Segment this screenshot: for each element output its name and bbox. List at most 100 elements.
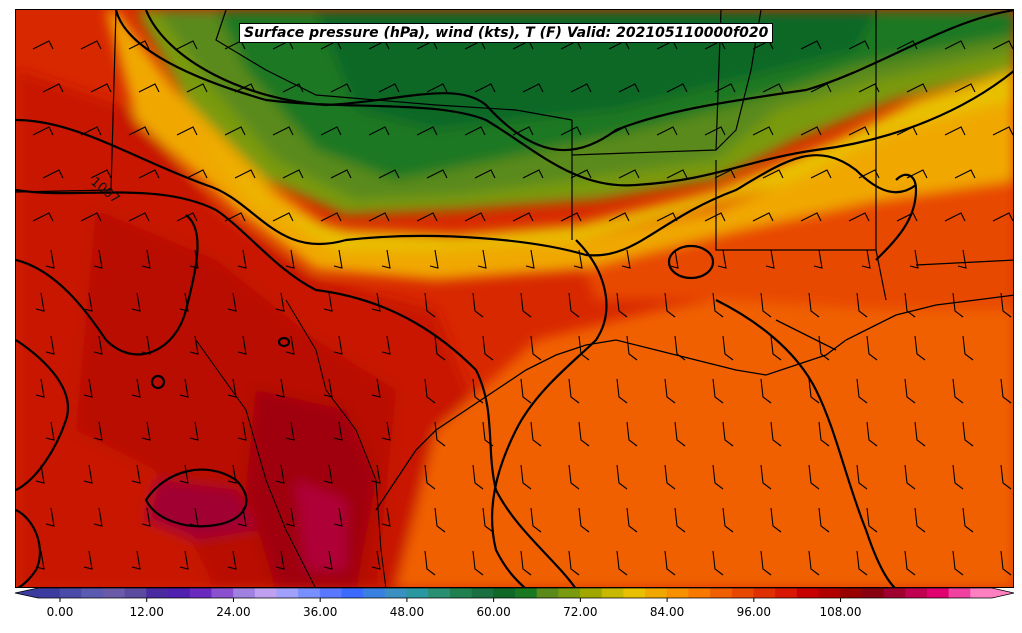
wind-barb: [227, 378, 237, 398]
colorbar-tick-label: 12.00: [130, 605, 164, 619]
colorbar-cell: [515, 588, 538, 598]
wind-barb: [93, 335, 103, 355]
wind-barb: [434, 335, 446, 361]
colorbar-cell: [883, 588, 906, 598]
wind-barb: [616, 292, 628, 318]
wind-barb: [381, 249, 391, 269]
wind-barb: [368, 126, 390, 136]
colorbar-cell: [233, 588, 256, 598]
wind-barb: [808, 292, 820, 318]
colorbar-cell: [449, 588, 473, 598]
wind-barb: [954, 83, 976, 93]
wind-barb: [424, 464, 436, 490]
wind-barb: [770, 507, 782, 533]
wind-barb: [464, 126, 486, 136]
wind-barb: [368, 212, 390, 222]
colorbar-cell: [710, 588, 733, 598]
wind-barb: [856, 464, 868, 490]
wind-barb: [35, 550, 45, 570]
wind-barb: [522, 83, 544, 93]
wind-barb: [131, 378, 141, 398]
wind-barb: [35, 464, 45, 484]
wind-barb: [712, 378, 724, 404]
wind-barb: [378, 169, 400, 179]
wind-barb: [866, 507, 878, 533]
wind-barb: [896, 212, 918, 222]
wind-barb: [722, 507, 734, 533]
wind-barb: [762, 169, 784, 179]
wind-barb: [722, 421, 734, 447]
wind-barb: [179, 550, 189, 570]
wind-barb: [32, 40, 54, 50]
wind-barb: [626, 335, 638, 361]
colorbar-tick-label: 0.00: [47, 605, 74, 619]
wind-barb: [568, 550, 580, 576]
wind-barb: [416, 212, 438, 222]
wind-barb: [381, 421, 391, 441]
wind-barb: [128, 126, 150, 136]
wind-barb: [275, 464, 285, 484]
wind-barb: [866, 335, 878, 361]
wind-barb: [520, 292, 532, 318]
colorbar-extend-high: [992, 588, 1014, 598]
wind-barb: [904, 550, 916, 576]
wind-barb: [45, 335, 55, 355]
temperature-field: [16, 10, 1013, 587]
wind-barb: [512, 212, 534, 222]
wind-barb: [90, 169, 112, 179]
wind-barb: [176, 212, 198, 222]
wind-barb: [664, 550, 676, 576]
wind-barb: [962, 335, 974, 361]
colorbar-outline: [14, 587, 1015, 599]
wind-barb: [944, 212, 966, 222]
colorbar-cell: [124, 588, 147, 598]
wind-barb: [333, 249, 343, 269]
wind-barb: [237, 249, 247, 269]
wind-barb: [424, 550, 436, 576]
wind-barb: [800, 40, 822, 50]
wind-barb: [141, 335, 151, 355]
wind-barb: [904, 378, 916, 404]
colorbar-cell: [948, 588, 971, 598]
wind-barb: [808, 550, 820, 576]
coastline: [195, 294, 1013, 587]
colorbar-cell: [840, 588, 863, 598]
wind-barb: [282, 83, 304, 93]
wind-barb: [621, 249, 631, 269]
wind-barb: [429, 249, 439, 269]
wind-barb: [674, 421, 686, 447]
wind-barb: [578, 335, 590, 361]
wind-barb: [176, 40, 198, 50]
wind-barb: [712, 464, 724, 490]
colorbar-tick-label: 84.00: [650, 605, 684, 619]
wind-barb: [32, 126, 54, 136]
wind-barb: [992, 212, 1013, 222]
wind-barb: [952, 464, 964, 490]
wind-barb: [224, 212, 246, 222]
wind-barb: [818, 507, 830, 533]
wind-barb: [330, 83, 352, 93]
wind-barb: [474, 83, 496, 93]
wind-barb: [285, 507, 295, 527]
wind-barb: [522, 169, 544, 179]
wind-barb: [664, 292, 676, 318]
wind-barb: [800, 126, 822, 136]
wind-barb: [664, 464, 676, 490]
colorbar-cell: [558, 588, 581, 598]
wind-barb: [227, 464, 237, 484]
wind-barb: [186, 83, 208, 93]
wind-barb: [477, 249, 487, 269]
colorbar-cell: [905, 588, 928, 598]
wind-barb: [333, 421, 343, 441]
wind-barb: [906, 169, 928, 179]
wind-barb: [83, 378, 93, 398]
wind-barb: [762, 83, 784, 93]
wind-barb: [952, 292, 964, 318]
wind-barb: [371, 292, 381, 312]
wind-barb: [616, 464, 628, 490]
wind-barb: [472, 292, 484, 318]
wind-barb: [714, 83, 736, 93]
colorbar-cell: [319, 588, 343, 598]
wind-barb: [570, 169, 592, 179]
wind-barb: [35, 378, 45, 398]
